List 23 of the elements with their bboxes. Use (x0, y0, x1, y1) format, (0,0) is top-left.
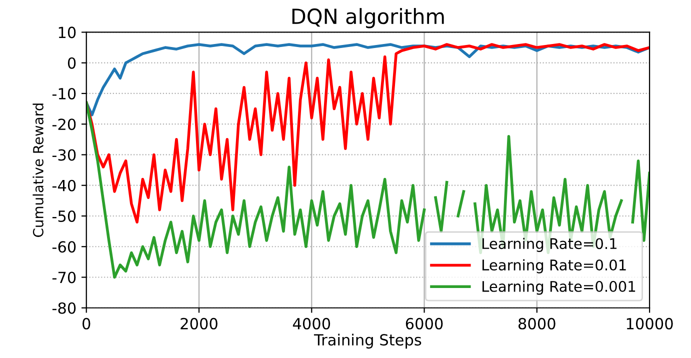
x-tick-label: 0 (82, 318, 90, 330)
y-tick-label: -50 (52, 210, 76, 222)
x-tick-label: 10000 (626, 318, 673, 330)
y-tick-label: 10 (58, 26, 76, 38)
y-axis-title: Cumulative Reward (32, 104, 44, 237)
x-tick-label: 4000 (292, 318, 330, 330)
y-tick-label: -30 (52, 149, 76, 161)
x-tick-label: 2000 (180, 318, 218, 330)
legend-label: Learning Rate=0.001 (482, 280, 636, 295)
x-axis-title: Training Steps (314, 334, 422, 349)
x-tick-label: 8000 (518, 318, 556, 330)
y-tick-label: -60 (52, 241, 76, 253)
line-series (86, 43, 650, 224)
y-tick-label: -70 (52, 272, 76, 284)
y-tick-label: -20 (52, 118, 76, 130)
y-tick-label: -10 (52, 88, 76, 100)
y-tick-label: 0 (68, 57, 76, 69)
legend-label: Learning Rate=0.1 (482, 238, 617, 252)
y-tick-label: -80 (52, 302, 76, 314)
y-tick-label: -40 (52, 180, 76, 192)
legend-label: Learning Rate=0.01 (482, 259, 626, 274)
chart-title: DQN algorithm (292, 8, 444, 28)
x-tick-label: 6000 (406, 318, 443, 330)
